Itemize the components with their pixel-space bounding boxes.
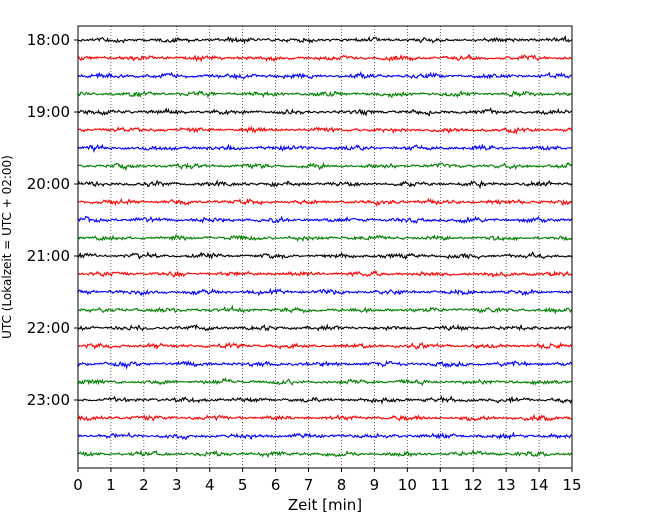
- y-axis-label: UTC (Lokalzeit = UTC + 02:00): [0, 155, 14, 339]
- trace-2300: [77, 394, 573, 405]
- trace-2100: [77, 251, 573, 260]
- seismic-traces: [77, 35, 573, 459]
- trace-2115: [77, 269, 573, 278]
- trace-2045: [77, 234, 573, 242]
- x-tick-label: 14: [530, 476, 549, 494]
- x-tick-label: 2: [139, 476, 149, 494]
- x-tick-label: 13: [497, 476, 516, 494]
- trace-1800: [77, 35, 573, 45]
- x-tick-label: 7: [304, 476, 314, 494]
- trace-2315: [77, 413, 573, 422]
- x-axis-label: Zeit [min]: [288, 496, 362, 514]
- y-axis-ticks: 18:00 19:00 20:00 21:00 22:00 23:00: [27, 31, 78, 409]
- x-tick-label: 6: [271, 476, 281, 494]
- trace-1930: [77, 143, 573, 154]
- y-tick-label: 19:00: [27, 103, 70, 121]
- trace-2245: [77, 376, 573, 387]
- x-tick-label: 9: [370, 476, 380, 494]
- x-tick-label: 12: [464, 476, 483, 494]
- trace-2030: [77, 215, 573, 225]
- y-tick-label: 21:00: [27, 247, 70, 265]
- y-tick-label: 22:00: [27, 319, 70, 337]
- y-tick-label: 18:00: [27, 31, 70, 49]
- trace-1830: [77, 70, 573, 81]
- trace-1915: [77, 125, 573, 135]
- trace-2330: [77, 431, 573, 441]
- x-tick-label: 4: [205, 476, 215, 494]
- y-tick-label: 23:00: [27, 391, 70, 409]
- x-axis-ticks: 0 1 2 3 4 5 6 7 8 9 10 11 12 13 14 15: [73, 468, 582, 494]
- x-tick-label: 10: [398, 476, 417, 494]
- trace-1815: [77, 53, 573, 63]
- trace-2230: [77, 359, 573, 370]
- trace-2345: [77, 449, 573, 459]
- trace-2215: [77, 342, 573, 351]
- x-tick-label: 11: [431, 476, 450, 494]
- plot-frame: [77, 25, 573, 469]
- x-tick-label: 0: [73, 476, 83, 494]
- trace-2145: [77, 304, 573, 315]
- trace-2000: [77, 179, 573, 190]
- trace-2015: [77, 197, 573, 207]
- trace-1845: [77, 89, 573, 99]
- trace-2200: [77, 323, 573, 332]
- trace-1900: [77, 106, 573, 117]
- x-tick-label: 8: [337, 476, 347, 494]
- x-tick-label: 1: [106, 476, 116, 494]
- x-tick-label: 15: [562, 476, 581, 494]
- y-tick-label: 20:00: [27, 175, 70, 193]
- trace-1945: [77, 161, 573, 172]
- trace-2130: [77, 287, 573, 297]
- x-tick-label: 3: [172, 476, 182, 494]
- x-tick-label: 5: [238, 476, 248, 494]
